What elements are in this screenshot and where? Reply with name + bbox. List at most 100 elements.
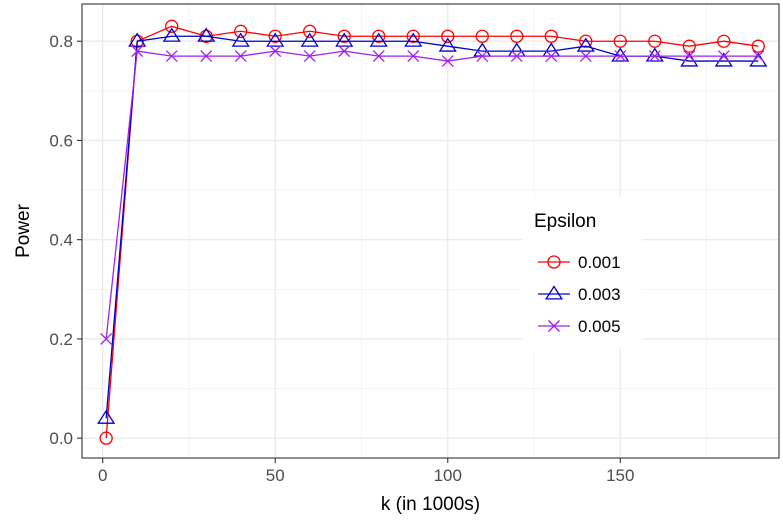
data-point [645, 47, 664, 62]
data-point [475, 29, 489, 43]
legend-items: 0.001 0.003 0.005 [538, 253, 621, 336]
marker-stroke [100, 332, 113, 345]
data-point [510, 29, 524, 43]
y-axis: 0.0 0.2 0.4 0.6 0.8 [49, 32, 82, 448]
data-point [579, 50, 592, 63]
minor-gridlines [82, 4, 779, 458]
panel-border [81, 3, 780, 459]
major-gridlines [82, 4, 779, 458]
marker-stroke [338, 45, 351, 58]
data-point [234, 24, 248, 38]
marker-stroke [579, 50, 592, 63]
legend-item-0.003: 0.003 [538, 285, 621, 304]
y-axis-title: Power [13, 203, 34, 258]
data-point [372, 50, 385, 63]
data-point [752, 50, 765, 63]
marker-stroke [269, 45, 282, 58]
data-point [162, 27, 181, 42]
data-point [717, 34, 731, 48]
legend-item-0.005: 0.005 [538, 317, 621, 336]
data-point [303, 50, 316, 63]
data-point [406, 29, 420, 43]
data-point [614, 50, 627, 63]
legend-label: 0.001 [578, 253, 621, 272]
marker-stroke [717, 50, 730, 63]
data-point [165, 19, 179, 33]
legend-label: 0.003 [578, 285, 621, 304]
legend-key-marker [548, 320, 560, 332]
data-point [99, 431, 113, 445]
data-point [544, 29, 558, 43]
x-tick-label: 50 [266, 466, 285, 485]
y-tick-label: 0.6 [49, 131, 73, 150]
data-point [197, 27, 216, 42]
data-point [438, 37, 457, 52]
x-axis-title: k (in 1000s) [381, 494, 480, 515]
data-point [303, 24, 317, 38]
x-tick-label: 100 [434, 466, 462, 485]
data-point [611, 47, 630, 62]
legend-title: Epsilon [534, 211, 596, 232]
marker-stroke [303, 50, 316, 63]
marker-stroke [752, 50, 765, 63]
series-0.001 [99, 19, 765, 445]
marker-stroke [476, 50, 489, 63]
data-point [576, 37, 595, 52]
y-tick-label: 0.8 [49, 32, 73, 51]
marker-stroke [165, 50, 178, 63]
marker-stroke [441, 55, 454, 68]
marker-stroke [510, 50, 523, 63]
data-point [683, 50, 696, 63]
data-point [751, 39, 765, 53]
data-point [404, 32, 423, 47]
data-point [268, 29, 282, 43]
data-point [337, 29, 351, 43]
data-point [545, 50, 558, 63]
y-tick-label: 0.4 [49, 231, 73, 250]
data-point [682, 39, 696, 53]
data-point [613, 34, 627, 48]
data-point [335, 32, 354, 47]
series-line [105, 50, 759, 339]
marker-stroke [200, 50, 213, 63]
marker-stroke [234, 50, 247, 63]
legend-key-marker [547, 255, 561, 269]
data-point [269, 45, 282, 58]
data-point [200, 50, 213, 63]
data-point [300, 32, 319, 47]
data-point [338, 45, 351, 58]
marker-stroke [131, 45, 144, 58]
series-layer [97, 19, 768, 445]
data-point [476, 50, 489, 63]
data-point [97, 409, 116, 424]
legend-item-0.001: 0.001 [538, 253, 621, 272]
data-point [234, 50, 247, 63]
legend: Epsilon 0.001 0.003 0.005 [522, 197, 642, 349]
marker-stroke [648, 50, 661, 63]
series-0.005 [100, 45, 765, 345]
data-point [407, 50, 420, 63]
data-point [717, 50, 730, 63]
x-axis: 0 50 100 150 [98, 458, 634, 485]
x-tick-label: 0 [98, 466, 107, 485]
marker-stroke [407, 50, 420, 63]
y-tick-label: 0.2 [49, 330, 73, 349]
marker-stroke [683, 50, 696, 63]
data-point [579, 34, 593, 48]
data-point [100, 332, 113, 345]
data-point [441, 55, 454, 68]
data-point [372, 29, 386, 43]
marker-stroke [614, 50, 627, 63]
legend-key-marker [544, 285, 564, 300]
data-point [510, 50, 523, 63]
marker-stroke [548, 320, 560, 332]
x-tick-label: 150 [606, 466, 634, 485]
marker-stroke [545, 50, 558, 63]
legend-background [522, 197, 642, 349]
data-point [648, 50, 661, 63]
legend-label: 0.005 [578, 317, 621, 336]
data-point [231, 32, 250, 47]
data-point [369, 32, 388, 47]
